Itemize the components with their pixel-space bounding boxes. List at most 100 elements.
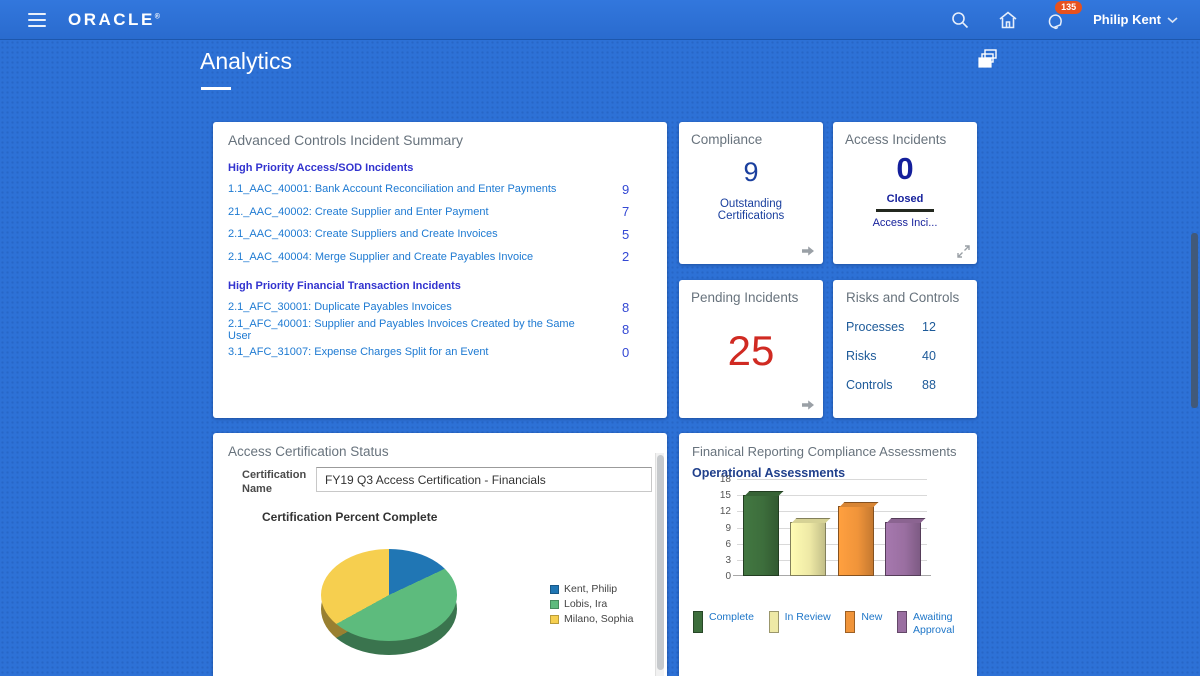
card-title: Access Certification Status (228, 444, 389, 459)
legend-swatch (550, 584, 559, 594)
access-incidents-card[interactable]: Access Incidents 0 Closed Access Inci... (833, 122, 977, 264)
bar-chart-plot (733, 479, 931, 576)
card-scrollbar-thumb[interactable] (657, 455, 664, 670)
gridline (737, 559, 927, 561)
access-incidents-sublabel: Access Inci... (872, 217, 938, 229)
pie-surface (321, 549, 457, 641)
legend-item: In Review (768, 611, 831, 633)
incident-row: 2.1_AAC_40004: Merge Supplier and Create… (228, 246, 652, 269)
closed-label: Closed (886, 193, 924, 205)
page-title-underline (201, 87, 231, 90)
bar-in-review[interactable] (790, 518, 831, 576)
y-axis-tick-label: 0 (725, 571, 731, 582)
y-axis-tick-label: 15 (719, 490, 731, 502)
flip-card-arrow-icon[interactable] (801, 245, 815, 257)
incident-count: 5 (622, 226, 630, 242)
bar-awaiting-approval[interactable] (885, 518, 926, 576)
operational-assessments-bar-chart[interactable]: 0 3 6 9 12 15 18 (679, 474, 977, 599)
metric-label: Risks (846, 349, 877, 363)
card-title: Finanical Reporting Compliance Assessmen… (692, 444, 957, 459)
page-title: Analytics (200, 48, 293, 74)
legend-label: In Review (784, 611, 831, 623)
infolet-pages-icon[interactable] (977, 48, 999, 70)
notifications-bell-icon[interactable]: 135 (1045, 0, 1083, 31)
chevron-down-icon (1167, 16, 1178, 23)
risks-and-controls-card[interactable]: Risks and Controls Processes 12 Risks 40 Con… (833, 280, 977, 418)
legend-item: Complete (693, 611, 754, 633)
certification-pie-chart[interactable] (321, 549, 457, 655)
legend-item: Awaiting Approval (897, 611, 967, 637)
incident-link[interactable]: 21._AAC_40002: Create Supplier and Enter… (228, 205, 489, 218)
incident-link[interactable]: 2.1_AFC_40001: Supplier and Payables Inv… (228, 317, 575, 342)
legend-swatch (897, 611, 907, 633)
y-axis-tick-label: 3 (725, 554, 731, 566)
incident-count: 0 (622, 344, 630, 360)
bar-top-face (839, 501, 879, 507)
incident-link[interactable]: 3.1_AFC_31007: Expense Charges Split for… (228, 346, 489, 359)
risks-controls-rows: Processes 12 Risks 40 Controls 88 (846, 320, 964, 392)
compliance-card[interactable]: Compliance 9 Outstanding Certifications (679, 122, 823, 264)
legend-item: Kent, Philip (550, 583, 633, 595)
y-axis-tick-label: 9 (725, 522, 731, 534)
user-name: Philip Kent (1093, 12, 1161, 27)
pie-chart-title: Certification Percent Complete (262, 509, 438, 524)
legend-label: Milano, Sophia (564, 613, 634, 625)
incident-count: 2 (622, 249, 630, 265)
pie-legend: Kent, Philip Lobis, Ira Milano, Sophia (550, 583, 633, 628)
x-axis-line (733, 575, 931, 576)
card-scrollbar-track[interactable] (655, 453, 664, 676)
pending-incidents-card[interactable]: Pending Incidents 25 (679, 280, 823, 418)
incident-count: 9 (622, 181, 630, 197)
card-title: Risks and Controls (846, 290, 960, 305)
oracle-logo: ORACLE® (68, 9, 160, 29)
risks-controls-row: Controls 88 (846, 378, 964, 392)
bar-new[interactable] (837, 501, 879, 576)
legend-label: New (861, 611, 883, 623)
legend-swatch (550, 614, 559, 624)
flip-card-arrow-icon[interactable] (801, 399, 815, 411)
certification-name-input[interactable] (316, 467, 652, 492)
card-title: Advanced Controls Incident Summary (228, 132, 463, 148)
legend-swatch (693, 611, 703, 633)
certification-name-label: Certification Name (242, 469, 307, 495)
legend-label: Awaiting Approval (913, 611, 955, 637)
incident-link[interactable]: 1.1_AAC_40001: Bank Account Reconciliati… (228, 183, 557, 196)
page-scrollbar-thumb[interactable] (1191, 233, 1198, 408)
incident-count: 8 (622, 299, 630, 315)
gridline (737, 543, 927, 545)
legend-label: Lobis, Ira (564, 598, 608, 610)
home-icon[interactable] (997, 9, 1019, 31)
closed-incidents-count: 0 (896, 151, 914, 186)
bar-chart-y-axis: 0 3 6 9 12 15 18 (679, 474, 731, 582)
incident-row: 1.1_AAC_40001: Bank Account Reconciliati… (228, 178, 652, 201)
risks-controls-row: Processes 12 (846, 320, 964, 334)
bar-complete[interactable] (742, 491, 784, 576)
legend-swatch (550, 599, 559, 609)
card-title: Compliance (691, 132, 763, 147)
pending-incidents-count: 25 (727, 327, 775, 374)
risks-controls-row: Risks 40 (846, 349, 964, 363)
y-axis-tick-label: 6 (725, 538, 731, 550)
gridline (737, 479, 927, 480)
search-icon[interactable] (949, 9, 971, 31)
legend-label: Complete (709, 611, 754, 623)
legend-swatch (845, 611, 856, 633)
access-certification-status-card: Access Certification Status Certificatio… (213, 433, 667, 676)
incident-section-heading: High Priority Financial Transaction Inci… (228, 280, 461, 292)
incident-row: 21._AAC_40002: Create Supplier and Enter… (228, 201, 652, 224)
gridline (737, 495, 927, 497)
incident-link[interactable]: 2.1_AAC_40004: Merge Supplier and Create… (228, 250, 534, 263)
legend-item: New (845, 611, 882, 633)
legend-item: Lobis, Ira (550, 598, 633, 610)
gridline (737, 527, 927, 529)
incident-link[interactable]: 2.1_AAC_40003: Create Suppliers and Crea… (228, 228, 498, 241)
user-menu[interactable]: Philip Kent (1093, 12, 1178, 27)
metric-value: 40 (922, 349, 936, 363)
incident-section: High Priority Financial Transaction Inci… (228, 280, 652, 364)
expand-icon[interactable] (957, 245, 970, 258)
outstanding-certifications-count: 9 (743, 157, 759, 187)
incident-link[interactable]: 2.1_AFC_30001: Duplicate Payables Invoic… (228, 301, 452, 314)
card-title: Access Incidents (845, 132, 947, 147)
y-axis-tick-label: 18 (719, 474, 731, 485)
menu-icon[interactable] (28, 12, 46, 27)
